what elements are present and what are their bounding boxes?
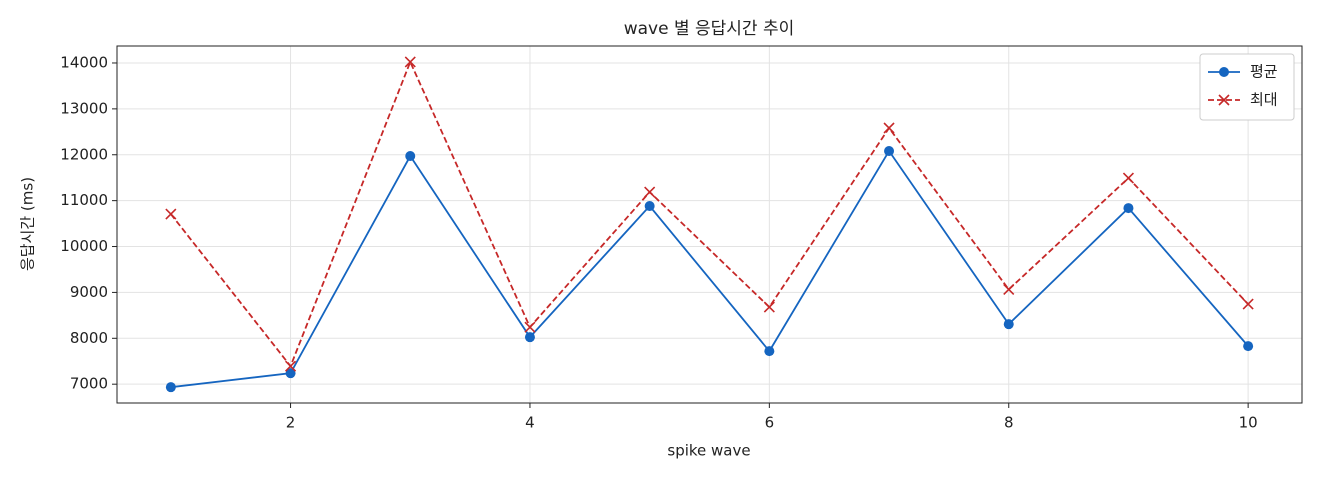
marker — [405, 151, 416, 162]
marker — [285, 368, 296, 379]
marker — [764, 346, 775, 357]
y-tick-label: 7000 — [70, 375, 108, 393]
y-tick-label: 12000 — [60, 145, 108, 163]
x-tick-label: 2 — [286, 414, 296, 432]
marker — [644, 186, 656, 198]
legend-label: 평균 — [1250, 63, 1278, 81]
y-axis-label: 응답시간 (ms) — [19, 177, 37, 271]
series-line — [170, 59, 1249, 368]
marker — [1243, 341, 1254, 352]
plot-frame — [116, 45, 1303, 404]
marker — [1003, 283, 1015, 296]
x-tick-label: 10 — [1239, 414, 1258, 432]
marker — [1218, 94, 1230, 106]
marker — [1123, 203, 1134, 214]
marker — [1219, 67, 1229, 77]
marker — [883, 122, 895, 134]
x-axis-label: spike wave — [667, 442, 750, 460]
marker — [524, 321, 536, 333]
marker — [524, 332, 535, 343]
marker — [1122, 172, 1135, 184]
y-tick-label: 10000 — [60, 237, 108, 255]
legend-box — [1199, 53, 1295, 121]
y-tick-label: 8000 — [70, 329, 108, 347]
marker — [165, 382, 176, 393]
y-tick-label: 14000 — [60, 53, 108, 71]
marker — [884, 146, 895, 157]
marker — [763, 301, 775, 313]
marker — [1242, 298, 1254, 310]
y-tick-label: 13000 — [60, 99, 108, 117]
x-tick-label: 8 — [1004, 414, 1014, 432]
marker — [1003, 319, 1014, 330]
chart-title: wave 별 응답시간 추이 — [624, 19, 795, 39]
y-tick-label: 9000 — [70, 283, 108, 301]
marker — [644, 201, 655, 212]
marker — [404, 56, 416, 68]
series-line — [170, 149, 1249, 389]
y-tick-label: 11000 — [60, 191, 108, 209]
x-tick-label: 4 — [525, 414, 535, 432]
x-tick-label: 6 — [765, 414, 775, 432]
marker — [165, 208, 177, 220]
legend-label: 최대 — [1250, 91, 1278, 109]
marker — [284, 360, 297, 372]
